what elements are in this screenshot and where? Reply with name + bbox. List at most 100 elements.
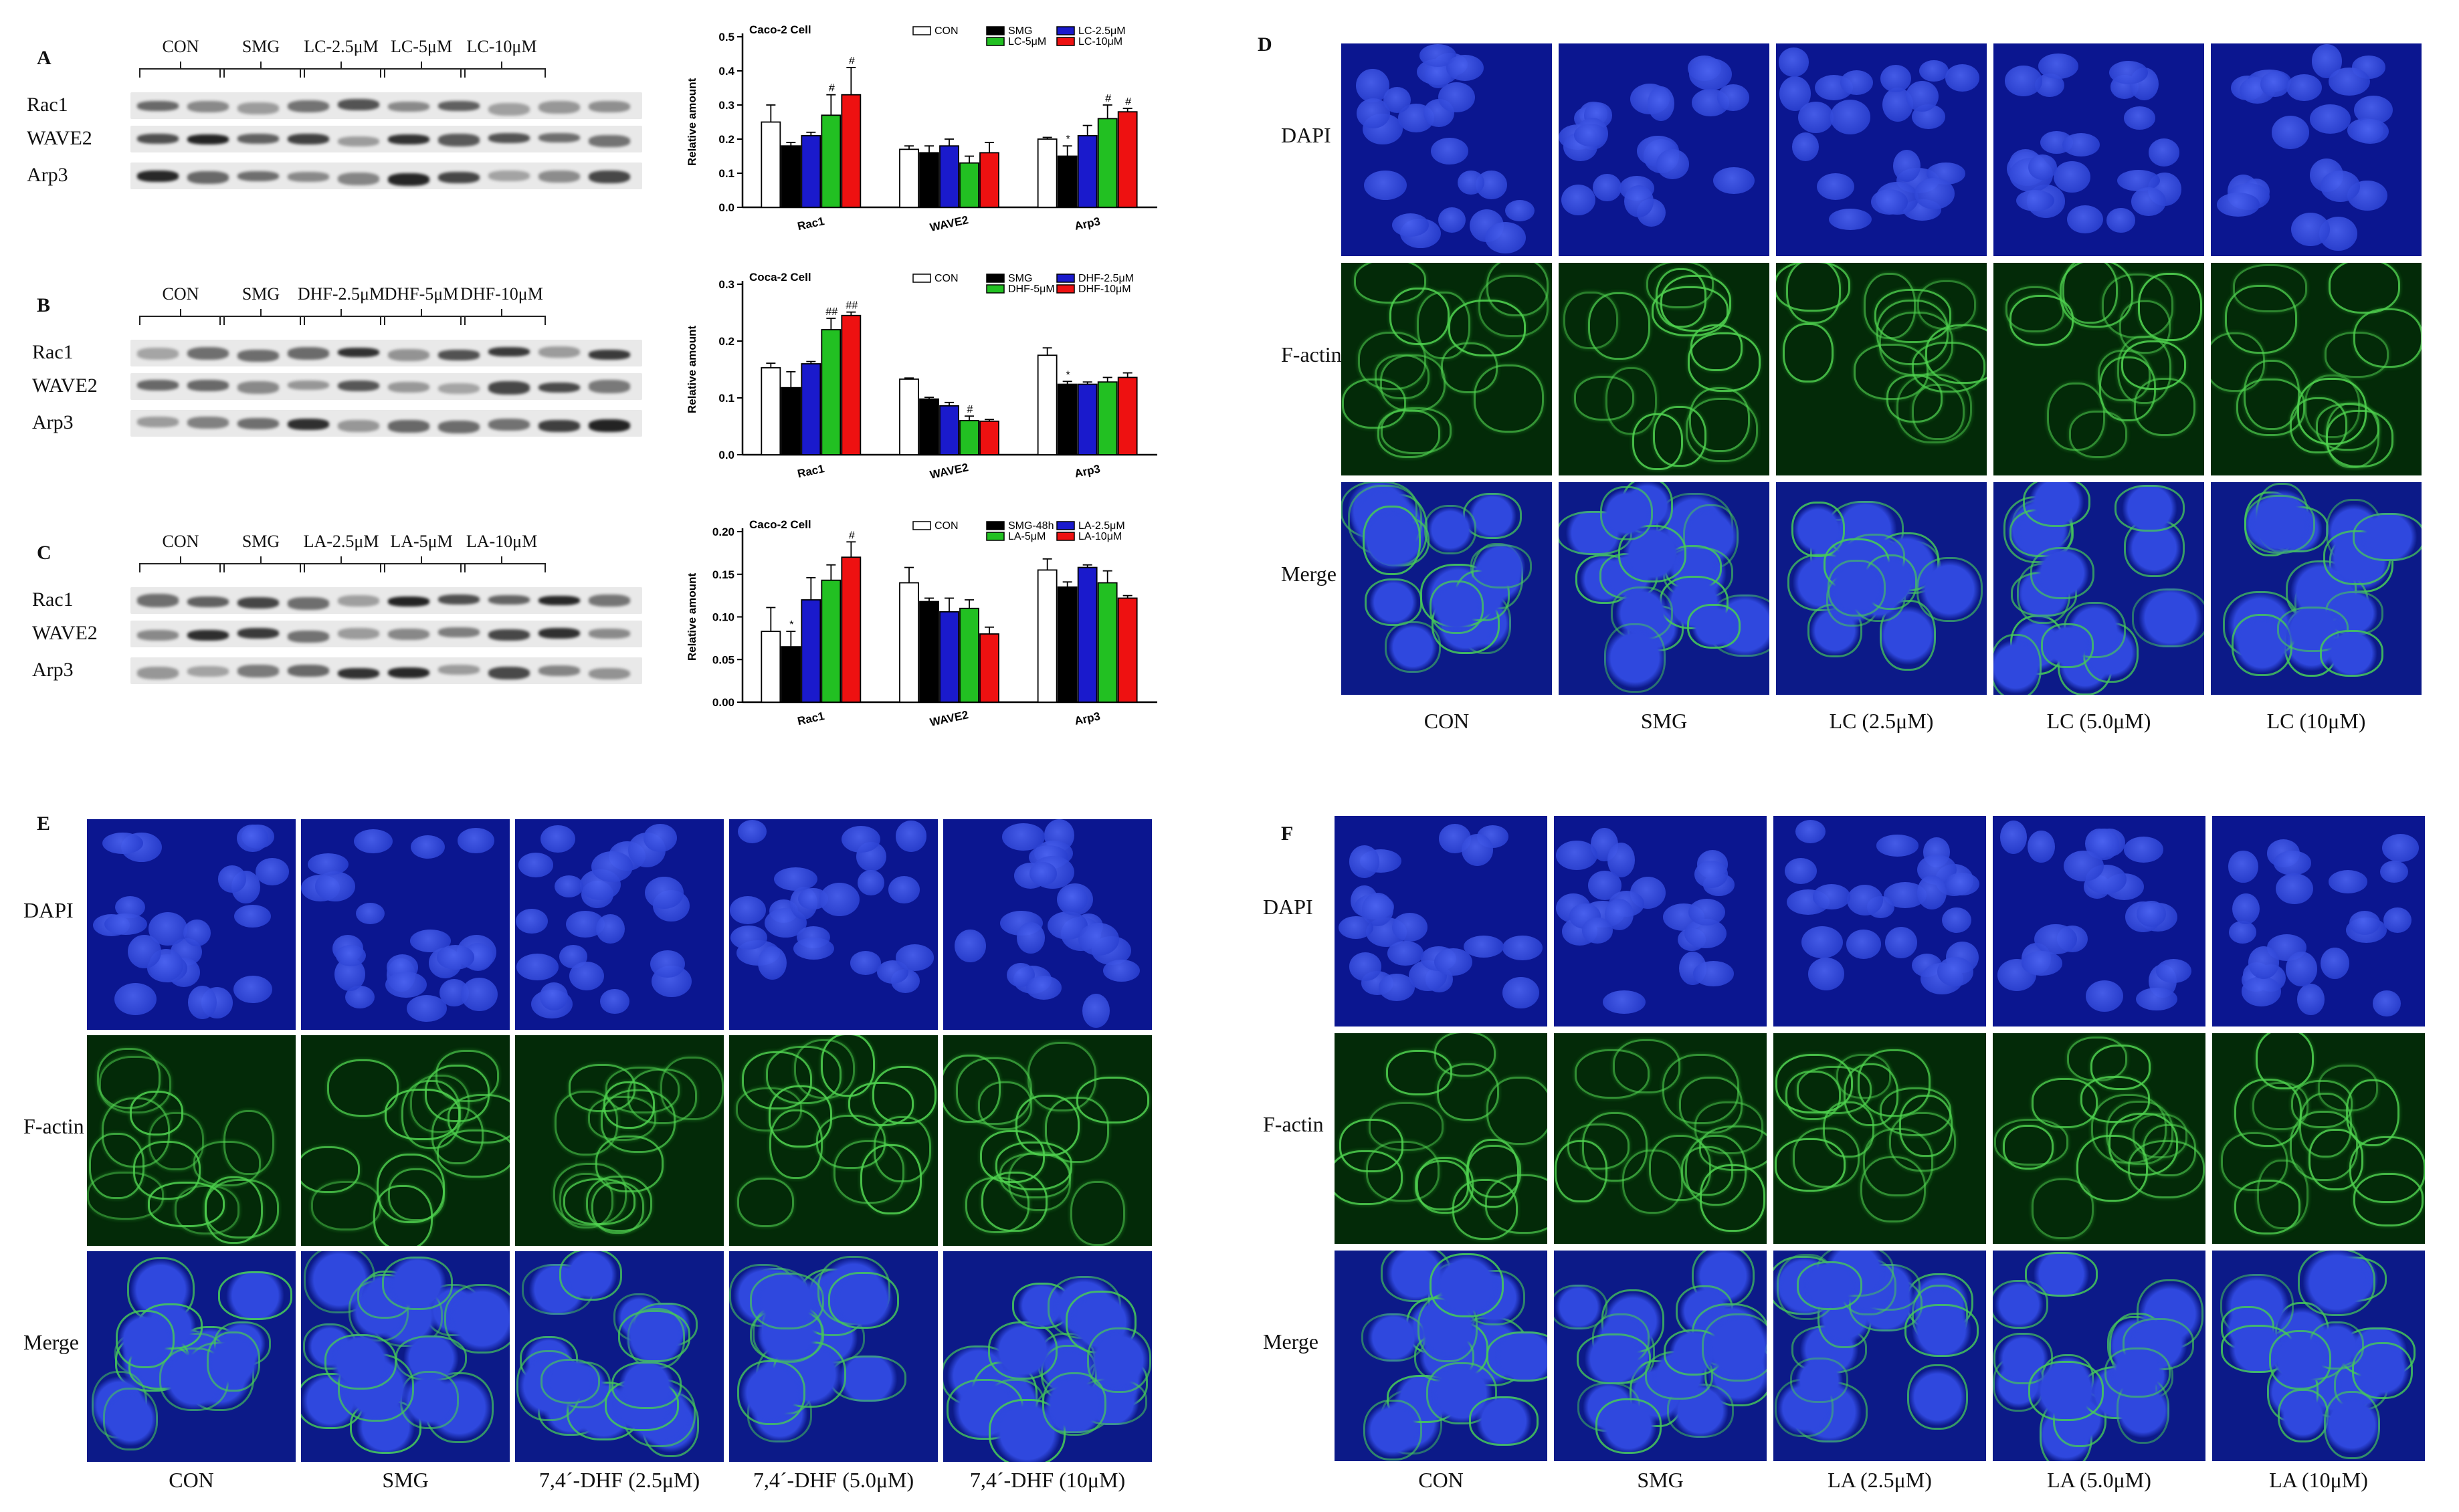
- micrograph-dapi: [1993, 43, 2204, 256]
- blot-band: [338, 99, 379, 111]
- nucleus: [1884, 927, 1918, 958]
- blot-band: [589, 380, 630, 393]
- bar: [1037, 569, 1058, 703]
- panel-letter-C: C: [37, 542, 52, 564]
- cell-outline: [2256, 1033, 2314, 1090]
- blot-band: [589, 629, 630, 639]
- blot-band: [187, 417, 229, 429]
- cell-outline: [2031, 1178, 2094, 1239]
- nucleus: [1461, 834, 1493, 867]
- nucleus: [1349, 952, 1382, 981]
- blot-band: [137, 133, 179, 144]
- nucleus: [554, 875, 584, 897]
- legend-swatch: [912, 521, 931, 530]
- nucleus: [1942, 907, 1972, 933]
- blot-band: [488, 102, 530, 116]
- merge-cell: [736, 1360, 805, 1426]
- legend-swatch: [1056, 274, 1075, 283]
- bar: [821, 579, 842, 703]
- micrograph-dapi: [1776, 43, 1987, 256]
- bar: [1057, 383, 1078, 455]
- cell-outline: [2290, 1079, 2353, 1128]
- merge-cell: [1617, 525, 1686, 583]
- nucleus: [758, 946, 787, 980]
- significance-mark: ##: [846, 300, 858, 312]
- nucleus: [518, 853, 553, 877]
- nucleus: [1446, 54, 1484, 82]
- nucleus: [1392, 213, 1430, 237]
- blot-band: [338, 667, 379, 679]
- bar: [781, 646, 801, 703]
- merge-cell: [1385, 621, 1441, 673]
- cell-outline: [1652, 286, 1729, 337]
- bar: [841, 556, 862, 703]
- bar: [841, 314, 862, 455]
- merge-cell: [2323, 1390, 2380, 1459]
- nucleus: [1840, 70, 1874, 95]
- blot-band: [187, 134, 229, 145]
- channel-label-dapi: DAPI: [23, 897, 74, 922]
- cell-outline: [1335, 1150, 1403, 1206]
- nucleus: [2290, 212, 2331, 247]
- bar: [899, 148, 919, 208]
- cell-outline: [660, 1056, 724, 1120]
- merge-cell: [2268, 1330, 2332, 1390]
- merge-cell: [1702, 1313, 1767, 1382]
- nucleus: [1593, 174, 1621, 202]
- cell-outline: [2304, 374, 2360, 438]
- legend-swatch: [986, 521, 1005, 530]
- merge-cell: [1993, 1280, 2048, 1329]
- blot-bracket: [139, 68, 225, 78]
- blot-band: [488, 629, 530, 641]
- legend-label: DHF-5μM: [1008, 284, 1055, 295]
- cell-outline: [1582, 1112, 1648, 1182]
- y-tick-label: 0.1: [718, 167, 734, 180]
- nucleus: [1717, 84, 1749, 112]
- nucleus: [1846, 930, 1881, 959]
- blot-band: [338, 136, 379, 146]
- panel-letter-A: A: [37, 47, 52, 69]
- blot-group-label: LC-2.5μM: [304, 37, 379, 56]
- cell-outline: [409, 1075, 470, 1133]
- cell-outline: [1889, 1112, 1957, 1172]
- merge-cell: [2023, 482, 2091, 528]
- nucleus: [1574, 123, 1607, 146]
- channel-label-merge: Merge: [23, 1329, 79, 1354]
- nucleus: [516, 908, 548, 934]
- blot-band: [538, 132, 580, 142]
- merge-cell: [116, 1309, 175, 1368]
- nucleus: [1916, 875, 1947, 909]
- significance-mark: #: [967, 404, 973, 415]
- y-tick-label: 0.10: [712, 611, 734, 624]
- legend-label: LA-2.5μM: [1078, 520, 1125, 532]
- blot-band: [137, 380, 179, 391]
- blot-group-label: DHF-5μM: [384, 284, 459, 304]
- nucleus: [1905, 80, 1939, 112]
- bar: [1037, 354, 1058, 455]
- nucleus: [1778, 47, 1809, 77]
- significance-mark: *: [1066, 369, 1070, 381]
- blot-strip: [130, 373, 642, 400]
- nucleus: [1937, 957, 1973, 986]
- micrograph-factin: [1993, 1033, 2205, 1244]
- legend-label: LA-10μM: [1078, 531, 1122, 542]
- merge-cell: [1790, 1357, 1848, 1403]
- blot-row-label: WAVE2: [32, 374, 98, 397]
- nucleus: [335, 944, 367, 967]
- cell-outline: [1792, 1127, 1860, 1188]
- nucleus: [1339, 916, 1374, 939]
- nucleus: [540, 825, 576, 853]
- nucleus: [2149, 138, 2180, 167]
- cell-outline: [736, 1177, 795, 1228]
- cell-outline: [2353, 1172, 2424, 1226]
- blot-band: [438, 383, 480, 395]
- legend-swatch: [986, 274, 1005, 283]
- merge-cell: [1906, 1364, 1968, 1430]
- x-tick-label: Rac1: [796, 462, 825, 480]
- legend-swatch: [986, 532, 1005, 541]
- condition-label: SMG: [1637, 1468, 1684, 1492]
- micrograph-factin: [1341, 263, 1552, 475]
- nucleus: [460, 977, 498, 1012]
- merge-cell: [1363, 1400, 1422, 1461]
- cell-outline: [1339, 1119, 1403, 1173]
